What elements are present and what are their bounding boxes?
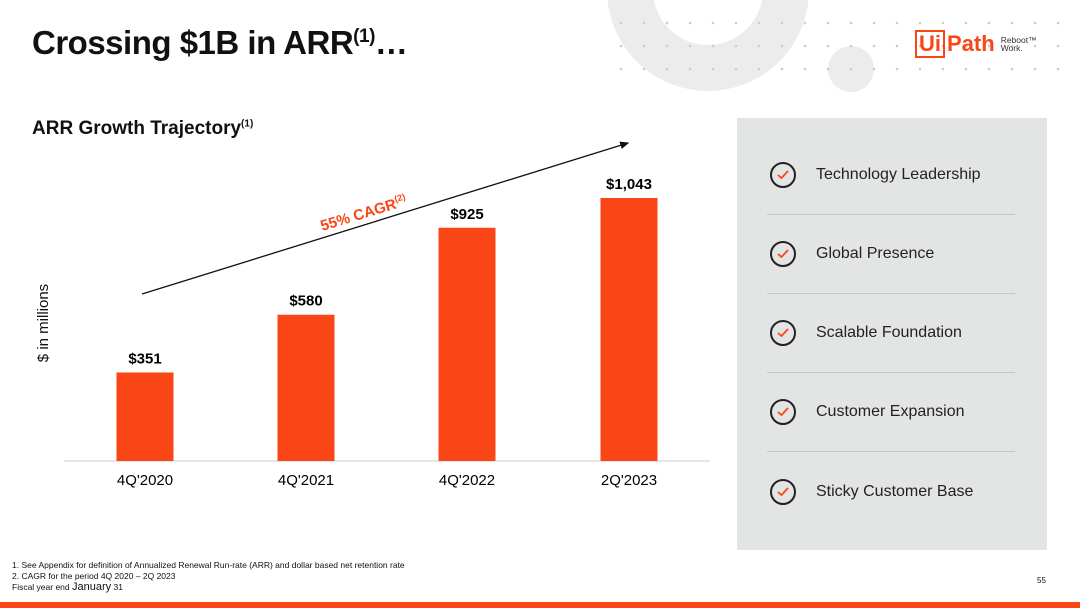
highlight-item: Technology Leadership [767, 136, 1015, 215]
uipath-logo: Ui Path Reboot™ Work. [915, 30, 1037, 58]
highlight-item: Sticky Customer Base [767, 452, 1015, 531]
highlight-item: Scalable Foundation [767, 294, 1015, 373]
fiscal-note: Fiscal year end January 31 [12, 581, 123, 593]
data-label: $580 [289, 293, 322, 310]
highlights-panel: Technology Leadership Global Presence Scal… [737, 118, 1047, 550]
check-circle-icon [770, 478, 796, 505]
check-circle-icon [770, 320, 796, 346]
highlight-item: Customer Expansion [767, 373, 1015, 452]
bar-1 [277, 314, 335, 461]
page-number: 55 [1037, 576, 1046, 585]
bar-3 [600, 198, 658, 461]
bar-0 [116, 372, 174, 461]
x-tick-label: 4Q'2020 [117, 472, 173, 489]
y-axis-label: $ in millions [35, 284, 52, 362]
bar-2 [438, 227, 496, 461]
highlight-label: Global Presence [816, 245, 935, 262]
x-tick-label: 2Q'2023 [601, 472, 657, 489]
highlight-label: Sticky Customer Base [816, 482, 974, 500]
data-label: $925 [450, 206, 483, 223]
growth-arrow [141, 141, 630, 295]
bottom-accent-bar [0, 602, 1080, 608]
footnote-2: 2. CAGR for the period 4Q 2020 – 2Q 2023 [12, 571, 176, 581]
footnote-1: 1. See Appendix for definition of Annual… [12, 560, 405, 570]
data-label: $351 [128, 350, 161, 367]
arr-bar-chart: 55% CAGR(2) $ in millions $351 4Q'2020 $58… [35, 141, 710, 489]
check-circle-icon [770, 399, 796, 425]
chart-title: ARR Growth Trajectory(1) [32, 118, 254, 139]
check-circle-icon [770, 162, 796, 188]
highlight-item: Global Presence [767, 215, 1015, 294]
highlight-label: Scalable Foundation [816, 324, 962, 341]
highlight-label: Customer Expansion [816, 403, 965, 420]
data-label: $1,043 [606, 176, 652, 193]
x-tick-label: 4Q'2022 [439, 472, 495, 489]
x-tick-label: 4Q'2021 [278, 472, 334, 489]
footnotes: 1. See Appendix for definition of Annual… [12, 560, 405, 593]
slide-title: Crossing $1B in ARR(1)… [32, 24, 408, 61]
check-circle-icon [770, 241, 796, 267]
cagr-annotation: 55% CAGR(2) [318, 192, 409, 235]
highlight-label: Technology Leadership [816, 166, 981, 183]
